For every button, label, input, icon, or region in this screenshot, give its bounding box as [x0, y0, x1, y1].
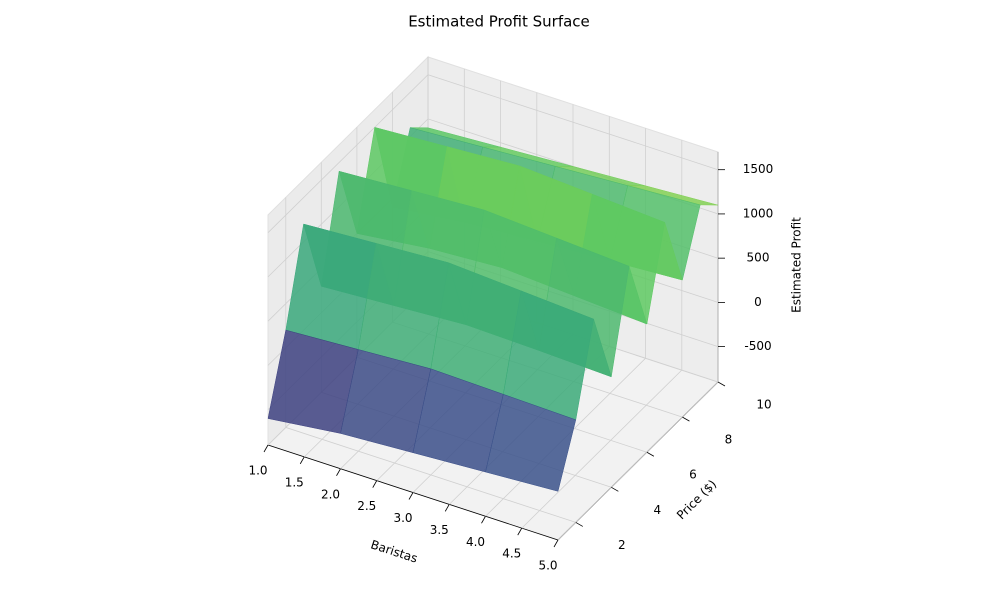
y-tick	[717, 381, 726, 387]
x-tick-label: 4.5	[502, 547, 521, 561]
y-tick-label: 8	[725, 433, 733, 447]
x-tick	[517, 527, 523, 536]
z-grid-line	[267, 74, 719, 233]
z-tick-label: 0	[754, 295, 762, 309]
z-tick-label: 1500	[743, 162, 774, 176]
x-tick-label: 1.0	[248, 464, 267, 478]
x-tick	[444, 504, 450, 512]
x-tick	[263, 444, 269, 453]
z-tick-label: 500	[747, 251, 770, 265]
y-tick	[646, 451, 655, 457]
y-tick-label: 10	[756, 398, 771, 412]
x-tick	[336, 468, 341, 476]
y-tick	[682, 416, 690, 422]
surface-patch	[485, 393, 577, 492]
z-tick-label: 1000	[743, 206, 774, 220]
x-tick-label: 1.5	[285, 475, 304, 489]
x-tick-label: 5.0	[538, 559, 557, 573]
y-grid-line	[285, 197, 576, 523]
tick-labels: 1.0 1.5 2.0 2.5 3.0 3.5 4.0 4.5 5.0 2 4 6 8 10 -500 0 50…	[248, 162, 773, 572]
chart-title: Estimated Profit Surface	[408, 13, 590, 31]
x-tick	[553, 539, 559, 548]
y-tick-label: 2	[618, 538, 626, 552]
y-axis-label: Price ($)	[674, 477, 719, 522]
x-axis-label: Baristas	[369, 537, 419, 565]
x-tick-label: 4.0	[466, 535, 485, 549]
x-tick-label: 3.0	[393, 511, 412, 525]
y-tick	[611, 486, 619, 492]
y-tick	[575, 522, 583, 527]
x-tick	[372, 480, 378, 488]
surface	[267, 127, 719, 492]
y-tick-label: 4	[654, 503, 662, 517]
x-tick-label: 2.5	[357, 499, 376, 513]
x-tick-label: 3.5	[430, 523, 449, 537]
z-axis-label: Estimated Profit	[790, 217, 804, 313]
x-tick	[481, 516, 486, 524]
x-tick-label: 2.0	[321, 487, 340, 501]
z-tick-label: -500	[744, 339, 771, 353]
x-tick	[408, 492, 414, 500]
y-tick-label: 6	[689, 468, 697, 482]
x-tick	[299, 456, 305, 465]
